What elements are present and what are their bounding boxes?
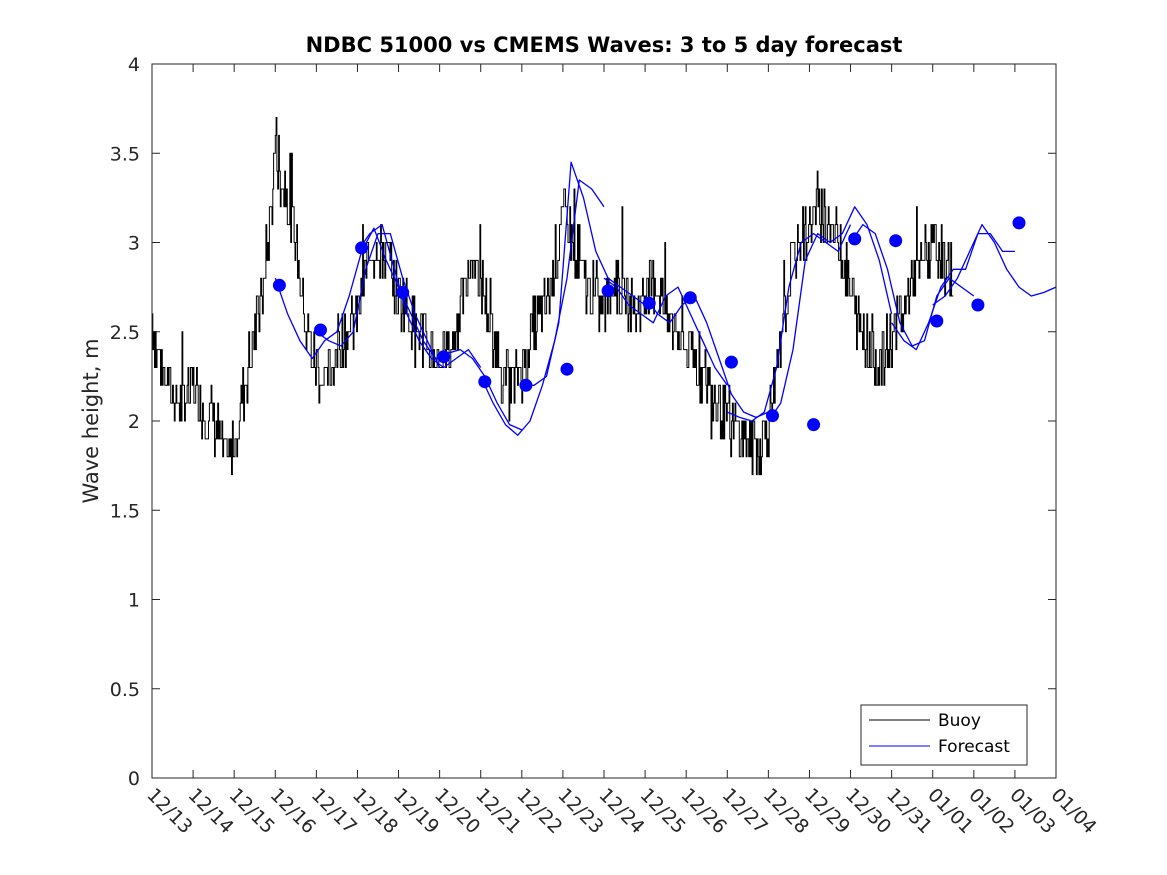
forecast-line (397, 286, 523, 431)
plot-area (152, 64, 1056, 778)
forecast-line (644, 295, 769, 419)
legend-forecast-label: Forecast (938, 737, 1010, 757)
y-tick-label: 1.5 (110, 500, 140, 522)
forecast-marker (396, 286, 410, 299)
legend-box (860, 704, 1028, 766)
y-tick-label: 3.5 (110, 143, 140, 165)
forecast-marker (272, 278, 286, 292)
forecast-line (274, 227, 400, 360)
y-tick-label: 0 (128, 768, 140, 790)
y-tick-label: 1 (128, 590, 140, 612)
forecast-marker (437, 350, 451, 364)
buoy-line (152, 117, 954, 476)
y-tick-label: 2 (128, 411, 140, 433)
forecast-marker (519, 378, 533, 392)
forecast-marker (478, 375, 492, 389)
plot-frame (151, 63, 1057, 779)
forecast-line (932, 223, 1057, 306)
forecast-line (891, 232, 1015, 351)
forecast-line (480, 179, 605, 436)
y-tick-label: 0.5 (110, 679, 140, 701)
forecast-line (521, 161, 646, 386)
forecast-marker (930, 314, 944, 328)
chart-title: NDBC 51000 vs CMEMS Waves: 3 to 5 day fo… (306, 33, 903, 57)
forecast-line (356, 223, 482, 369)
forecast-marker (355, 241, 369, 255)
forecast-marker (971, 298, 985, 312)
forecast-marker (683, 291, 697, 305)
forecast-marker (807, 418, 821, 432)
y-tick-label: 4 (128, 54, 140, 76)
y-axis-label: Wave height, m (79, 338, 103, 503)
forecast-marker (766, 409, 779, 423)
legend-buoy-label: Buoy (938, 711, 981, 731)
forecast-line (767, 206, 893, 422)
forecast-marker (1012, 216, 1026, 230)
forecast-marker (724, 355, 738, 369)
forecast-marker (889, 234, 903, 248)
forecast-line (727, 224, 852, 422)
y-axis: 0 0.5 1 1.5 2 2.5 3 3.5 4 (110, 54, 1056, 790)
forecast-markers (272, 216, 1026, 432)
forecast-marker (642, 296, 656, 310)
forecast-marker (848, 232, 862, 246)
forecast-series (274, 161, 1057, 436)
forecast-marker (314, 323, 327, 337)
y-tick-label: 2.5 (110, 322, 140, 344)
forecast-marker (601, 284, 615, 298)
legend: Buoy Forecast (860, 704, 1028, 766)
forecast-line (603, 277, 728, 386)
y-tick-label: 3 (128, 233, 140, 255)
buoy-series (152, 117, 954, 476)
forecast-marker (560, 362, 574, 376)
forecast-line (316, 232, 441, 368)
